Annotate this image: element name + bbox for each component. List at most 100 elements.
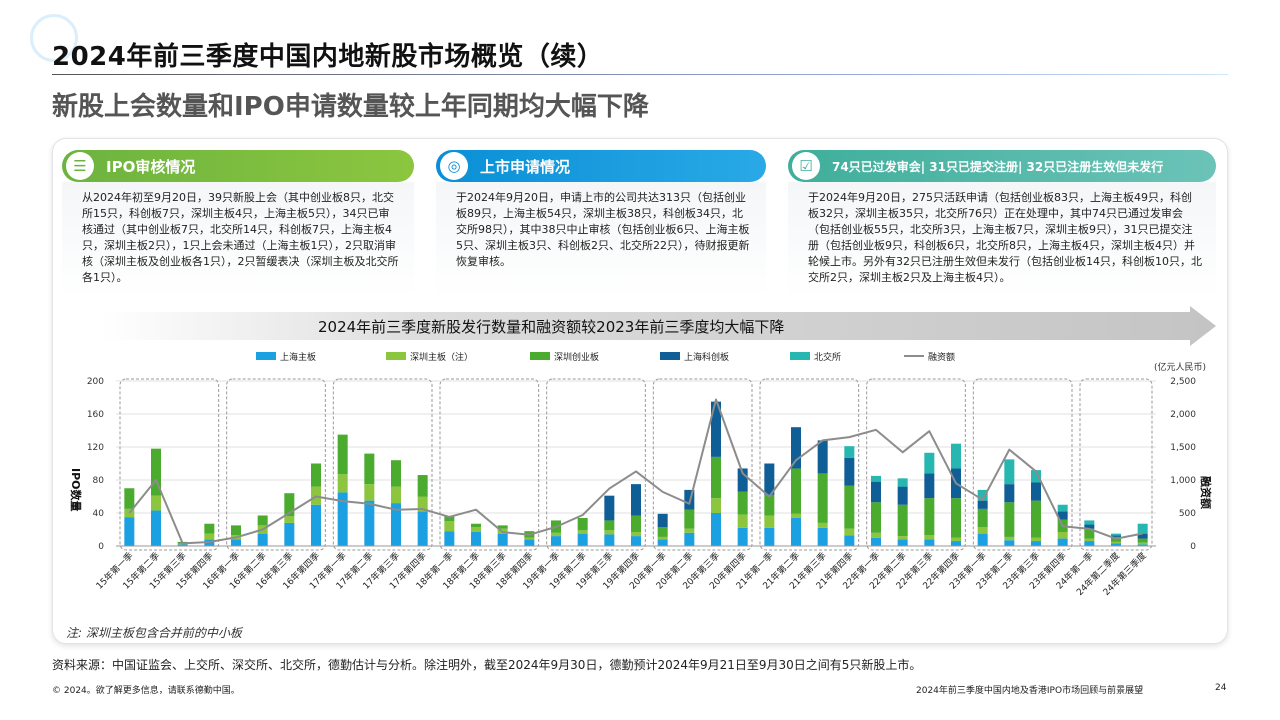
y2-axis-unit: (亿元人民币) <box>1154 361 1206 373</box>
chart-axes: 0408012016020005001,0001,5002,0002,50015… <box>87 377 1196 598</box>
bar-segment <box>791 513 801 518</box>
bar-segment <box>977 533 988 546</box>
bar-segment <box>1004 540 1015 546</box>
bar-segment <box>977 527 988 534</box>
bar-segment <box>231 539 241 546</box>
bar-segment <box>764 515 775 528</box>
bar-segment <box>684 509 695 529</box>
legend-label: 深圳创业板 <box>554 351 599 363</box>
bar-segment <box>337 492 348 546</box>
source-text: 资料来源：中国证监会、上交所、深交所、北交所，德勤估计与分析。除注明外，截至20… <box>52 658 922 672</box>
bar-segment <box>364 453 375 485</box>
bar-segment <box>364 500 375 546</box>
bar-segment <box>951 498 961 538</box>
legend-label: 上海主板 <box>280 351 316 363</box>
bar-segment <box>657 539 668 546</box>
year-group-box <box>1079 378 1153 551</box>
year-group-box <box>866 378 966 551</box>
bar-segment <box>177 544 188 546</box>
ipo-stacked-bar-chart: 上海主板 深圳主板（注） 深圳创业板 上海科创板 北交所 融资额 040801201602… <box>69 351 1213 598</box>
bar-segment <box>524 537 535 540</box>
title-divider <box>52 74 1228 75</box>
y2-axis-label: 融资额 <box>1199 476 1213 509</box>
bar-segment <box>684 528 695 533</box>
y-tick-label: 200 <box>87 377 104 387</box>
bar-segment <box>337 474 348 493</box>
bar-segment <box>657 513 668 528</box>
legend-label: 上海科创板 <box>684 351 729 363</box>
footer-copyright: © 2024。欲了解更多信息，请联系德勤中国。 <box>52 686 240 696</box>
legend-swatch <box>530 352 550 360</box>
bar-segment <box>151 495 161 511</box>
bar-segment <box>257 533 268 546</box>
bar-segment <box>1084 520 1095 525</box>
y-axis-label: IPO数量 <box>69 468 83 512</box>
y2-tick-label: 1,500 <box>1170 443 1196 453</box>
bar-segment <box>951 443 961 469</box>
pipeline-card-title: 74只已过发审会| 31只已提交注册| 32只已注册生效但未发行 <box>832 159 1164 174</box>
bar-segment <box>844 535 855 546</box>
bar-segment <box>1031 500 1041 538</box>
bar-segment <box>1084 524 1095 529</box>
bar-segment <box>417 496 428 512</box>
bar-segment <box>897 504 908 537</box>
y-tick-label: 0 <box>98 542 104 552</box>
y2-tick-label: 2,500 <box>1170 377 1196 387</box>
bar-segment <box>871 481 881 503</box>
pipeline-card-header: ☑ 74只已过发审会| 31只已提交注册| 32只已注册生效但未发行 <box>788 150 1216 182</box>
bar-segment <box>524 539 535 546</box>
bar-segment <box>284 493 295 517</box>
bar-segment <box>1004 459 1015 485</box>
bar-segment <box>764 463 775 495</box>
bar-segment <box>951 537 961 542</box>
bar-segment <box>604 520 615 531</box>
bar-segment <box>1031 482 1041 501</box>
bar-segment <box>631 536 641 546</box>
bar-segment <box>417 475 428 497</box>
bar-segment <box>657 527 668 537</box>
bar-segment <box>1111 541 1121 544</box>
y2-tick-label: 0 <box>1190 542 1196 552</box>
year-group-box <box>226 378 326 551</box>
bar-segment <box>711 513 721 546</box>
fundraising-line <box>128 398 1143 545</box>
bar-segment <box>204 533 215 540</box>
decorative-circle <box>30 14 78 62</box>
pipeline-card-body: 于2024年9月20日，275只活跃申请（包括创业板83只，上海主板49只，科创… <box>788 182 1216 298</box>
bar-segment <box>924 535 935 540</box>
bar-segment <box>1084 541 1095 546</box>
bar-segment <box>817 527 828 546</box>
chart-note: 注: 深圳主板包含合并前的中小板 <box>66 626 242 640</box>
bar-segment <box>204 523 215 534</box>
bar-segment <box>764 494 775 516</box>
bar-segment <box>231 525 241 536</box>
bar-segment <box>631 484 641 516</box>
legend-swatch <box>790 352 810 360</box>
bar-segment <box>871 532 881 538</box>
bar-segment <box>737 527 748 546</box>
bar-segment <box>977 489 988 501</box>
bar-segment <box>737 468 748 492</box>
bar-segment <box>844 457 855 486</box>
bar-segment <box>551 532 561 537</box>
bar-segment <box>844 446 855 458</box>
bar-segment <box>1057 531 1068 539</box>
bar-segment <box>1057 511 1068 520</box>
chart-bars <box>124 401 1148 546</box>
bar-segment <box>711 456 721 499</box>
bar-segment <box>577 533 588 546</box>
y2-tick-label: 500 <box>1179 509 1196 519</box>
bar-segment <box>497 533 508 546</box>
bar-segment <box>1137 538 1148 543</box>
bar-segment <box>151 510 161 546</box>
y2-tick-label: 1,000 <box>1170 476 1196 486</box>
bar-segment <box>284 522 295 546</box>
bar-segment <box>311 463 321 487</box>
bar-segment <box>791 427 801 469</box>
year-group-box <box>652 378 753 551</box>
legend-label: 北交所 <box>814 351 841 363</box>
bar-segment <box>124 517 135 546</box>
legend-label: 深圳主板（注） <box>410 351 473 363</box>
bar-segment <box>1084 528 1095 539</box>
ipo-review-card-body: 从2024年初至9月20日，39只新股上会（其中创业板8只，北交所15只，科创板… <box>62 182 414 298</box>
